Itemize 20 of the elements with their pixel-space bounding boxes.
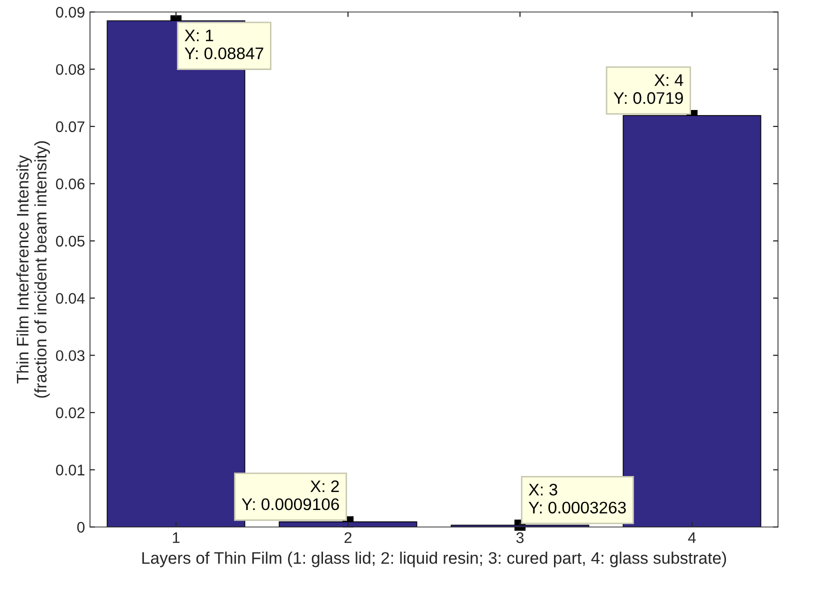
y-tick-label: 0.01 — [56, 464, 84, 476]
y-tick-label: 0.09 — [56, 6, 84, 18]
y-axis-title: Thin Film Interference Intensity (fraction of incident beam intensity) — [16, 141, 50, 398]
x-tick-label: 1 — [172, 532, 180, 543]
y-tick-label: 0.06 — [56, 178, 84, 190]
x-tick-label: 4 — [688, 532, 696, 543]
annotation: X: 3 Y: 0.0003263 — [528, 484, 626, 514]
x-tick-label: 2 — [344, 532, 352, 543]
x-axis-title: Layers of Thin Film (1: glass lid; 2: liquid resin; 3: cured part, 4: glass substrate) — [142, 552, 726, 568]
annotation: X: 4 Y: 0.0719 — [614, 74, 684, 104]
y-tick-label: 0.05 — [56, 236, 84, 247]
y-tick-label: 0 — [77, 522, 85, 533]
y-tick-label: 0.02 — [56, 407, 84, 418]
annotation: X: 1 Y: 0.08847 — [184, 30, 264, 60]
annotation: X: 2 Y: 0.0009106 — [242, 480, 339, 510]
y-tick-label: 0.03 — [56, 350, 84, 362]
y-tick-label: 0.08 — [56, 64, 84, 75]
y-tick-label: 0.04 — [56, 292, 85, 304]
x-tick-label: 3 — [516, 532, 524, 544]
y-tick-label: 0.07 — [56, 121, 84, 132]
